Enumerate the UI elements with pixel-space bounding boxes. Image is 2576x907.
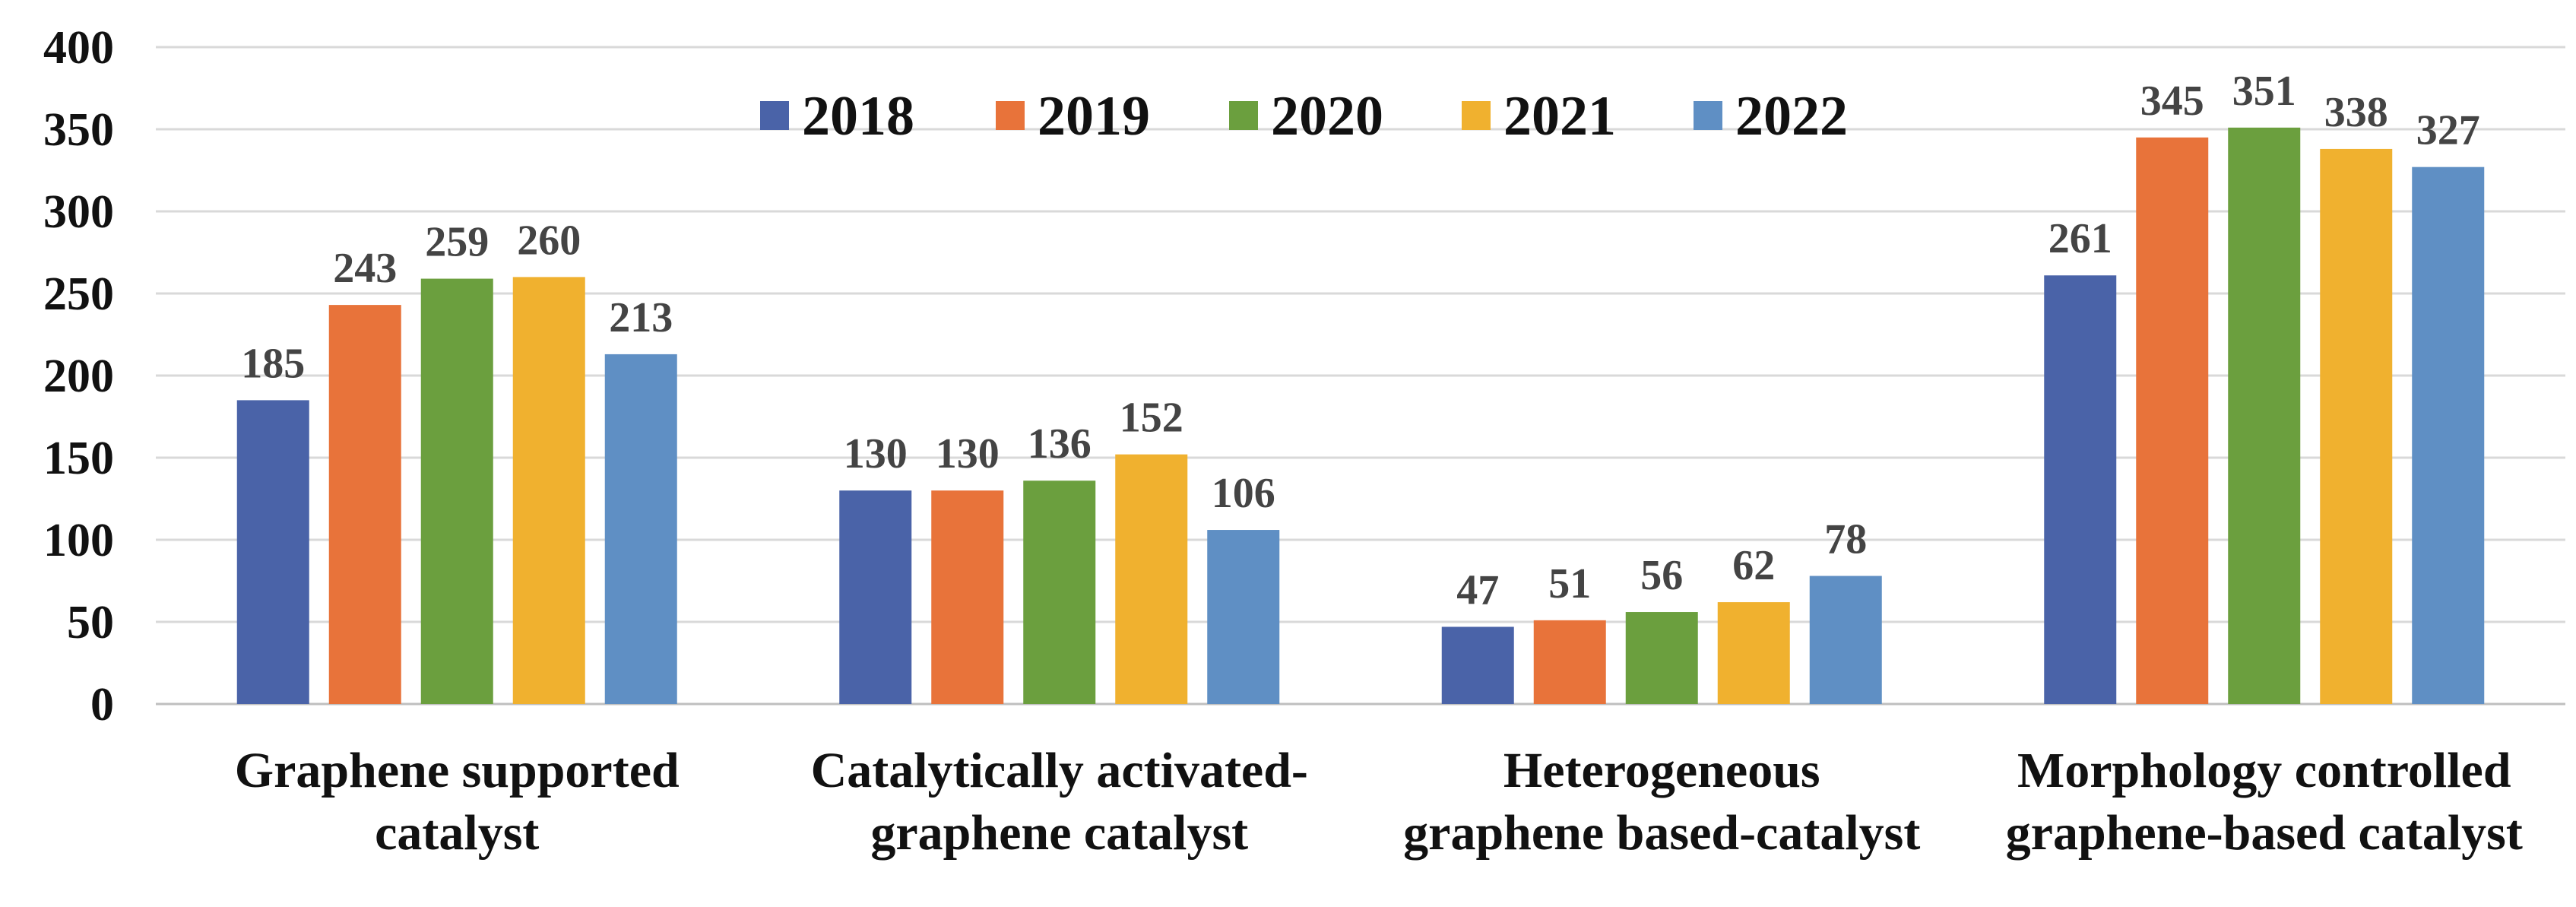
data-label: 351 bbox=[2232, 68, 2296, 115]
category-label: graphene catalyst bbox=[870, 805, 1248, 861]
data-label: 259 bbox=[425, 219, 489, 266]
y-tick-label: 50 bbox=[67, 597, 114, 649]
category-label: catalyst bbox=[375, 805, 539, 861]
bar-2019-cat-2 bbox=[1533, 620, 1606, 704]
bar-2018-cat-1 bbox=[839, 490, 912, 704]
legend-label-2020: 2020 bbox=[1271, 85, 1383, 147]
legend-label-2022: 2022 bbox=[1735, 85, 1848, 147]
bar-2019-cat-3 bbox=[2136, 137, 2209, 705]
bar-2022-cat-0 bbox=[604, 354, 677, 704]
data-label: 327 bbox=[2416, 107, 2480, 154]
legend-label-2019: 2019 bbox=[1038, 85, 1150, 147]
category-label: graphene-based catalyst bbox=[2006, 805, 2523, 861]
bar-2022-cat-1 bbox=[1207, 530, 1280, 704]
x-axis: Graphene supported catalyst Catalytically … bbox=[235, 743, 2523, 861]
bar-2021-cat-1 bbox=[1115, 454, 1188, 704]
data-label: 185 bbox=[241, 340, 305, 387]
data-label: 243 bbox=[333, 245, 397, 292]
bars bbox=[236, 127, 2485, 705]
bar-2021-cat-3 bbox=[2320, 148, 2393, 705]
data-label: 56 bbox=[1640, 552, 1683, 599]
data-label: 47 bbox=[1456, 566, 1499, 614]
bar-2018-cat-0 bbox=[236, 400, 309, 704]
y-axis: 0 50 100 150 200 250 300 350 400 bbox=[43, 22, 114, 731]
y-tick-label: 200 bbox=[43, 350, 114, 402]
y-tick-label: 250 bbox=[43, 268, 114, 320]
data-label: 213 bbox=[609, 294, 673, 341]
y-tick-label: 0 bbox=[90, 679, 114, 731]
bar-2020-cat-1 bbox=[1023, 480, 1096, 704]
data-labels: 185 243 259 260 213 130 130 136 152 106 47 51 56 62 78… bbox=[241, 68, 2480, 614]
bar-2021-cat-2 bbox=[1717, 602, 1790, 704]
bar-2020-cat-3 bbox=[2228, 127, 2301, 705]
legend-label-2021: 2021 bbox=[1503, 85, 1616, 147]
data-label: 261 bbox=[2048, 215, 2112, 262]
bar-2019-cat-0 bbox=[328, 305, 401, 704]
legend-swatch-2019 bbox=[996, 101, 1025, 130]
y-tick-label: 350 bbox=[43, 104, 114, 156]
category-label: Graphene supported bbox=[235, 743, 680, 798]
data-label: 338 bbox=[2324, 89, 2388, 136]
data-label: 130 bbox=[844, 430, 908, 477]
legend-swatch-2021 bbox=[1462, 101, 1491, 130]
category-label: Morphology controlled bbox=[2017, 743, 2511, 798]
bar-2018-cat-2 bbox=[1441, 626, 1514, 704]
legend: 2018 2019 2020 2021 2022 bbox=[760, 85, 1848, 147]
legend-swatch-2018 bbox=[760, 101, 789, 130]
bar-2020-cat-2 bbox=[1625, 612, 1698, 704]
bar-2020-cat-0 bbox=[420, 278, 493, 704]
bar-2021-cat-0 bbox=[512, 277, 585, 704]
legend-label-2018: 2018 bbox=[802, 85, 914, 147]
data-label: 130 bbox=[936, 430, 1000, 477]
category-label: Heterogeneous bbox=[1503, 743, 1820, 798]
y-tick-label: 400 bbox=[43, 22, 114, 74]
legend-swatch-2022 bbox=[1694, 101, 1722, 130]
data-label: 51 bbox=[1548, 560, 1591, 607]
legend-swatch-2020 bbox=[1229, 101, 1258, 130]
data-label: 136 bbox=[1028, 420, 1092, 468]
y-tick-label: 150 bbox=[43, 433, 114, 484]
bar-2018-cat-3 bbox=[2044, 275, 2117, 704]
data-label: 260 bbox=[517, 217, 581, 264]
data-label: 78 bbox=[1824, 516, 1867, 563]
data-label: 106 bbox=[1212, 470, 1275, 517]
data-label: 345 bbox=[2140, 78, 2204, 125]
category-label: Catalytically activated- bbox=[811, 743, 1308, 798]
data-label: 62 bbox=[1732, 542, 1775, 589]
bar-2022-cat-3 bbox=[2412, 166, 2485, 704]
y-tick-label: 100 bbox=[43, 515, 114, 566]
data-label: 152 bbox=[1120, 395, 1183, 442]
bar-2019-cat-1 bbox=[931, 490, 1004, 704]
bar-2022-cat-2 bbox=[1809, 576, 1882, 704]
y-tick-label: 300 bbox=[43, 186, 114, 238]
category-label: graphene based-catalyst bbox=[1403, 805, 1920, 861]
